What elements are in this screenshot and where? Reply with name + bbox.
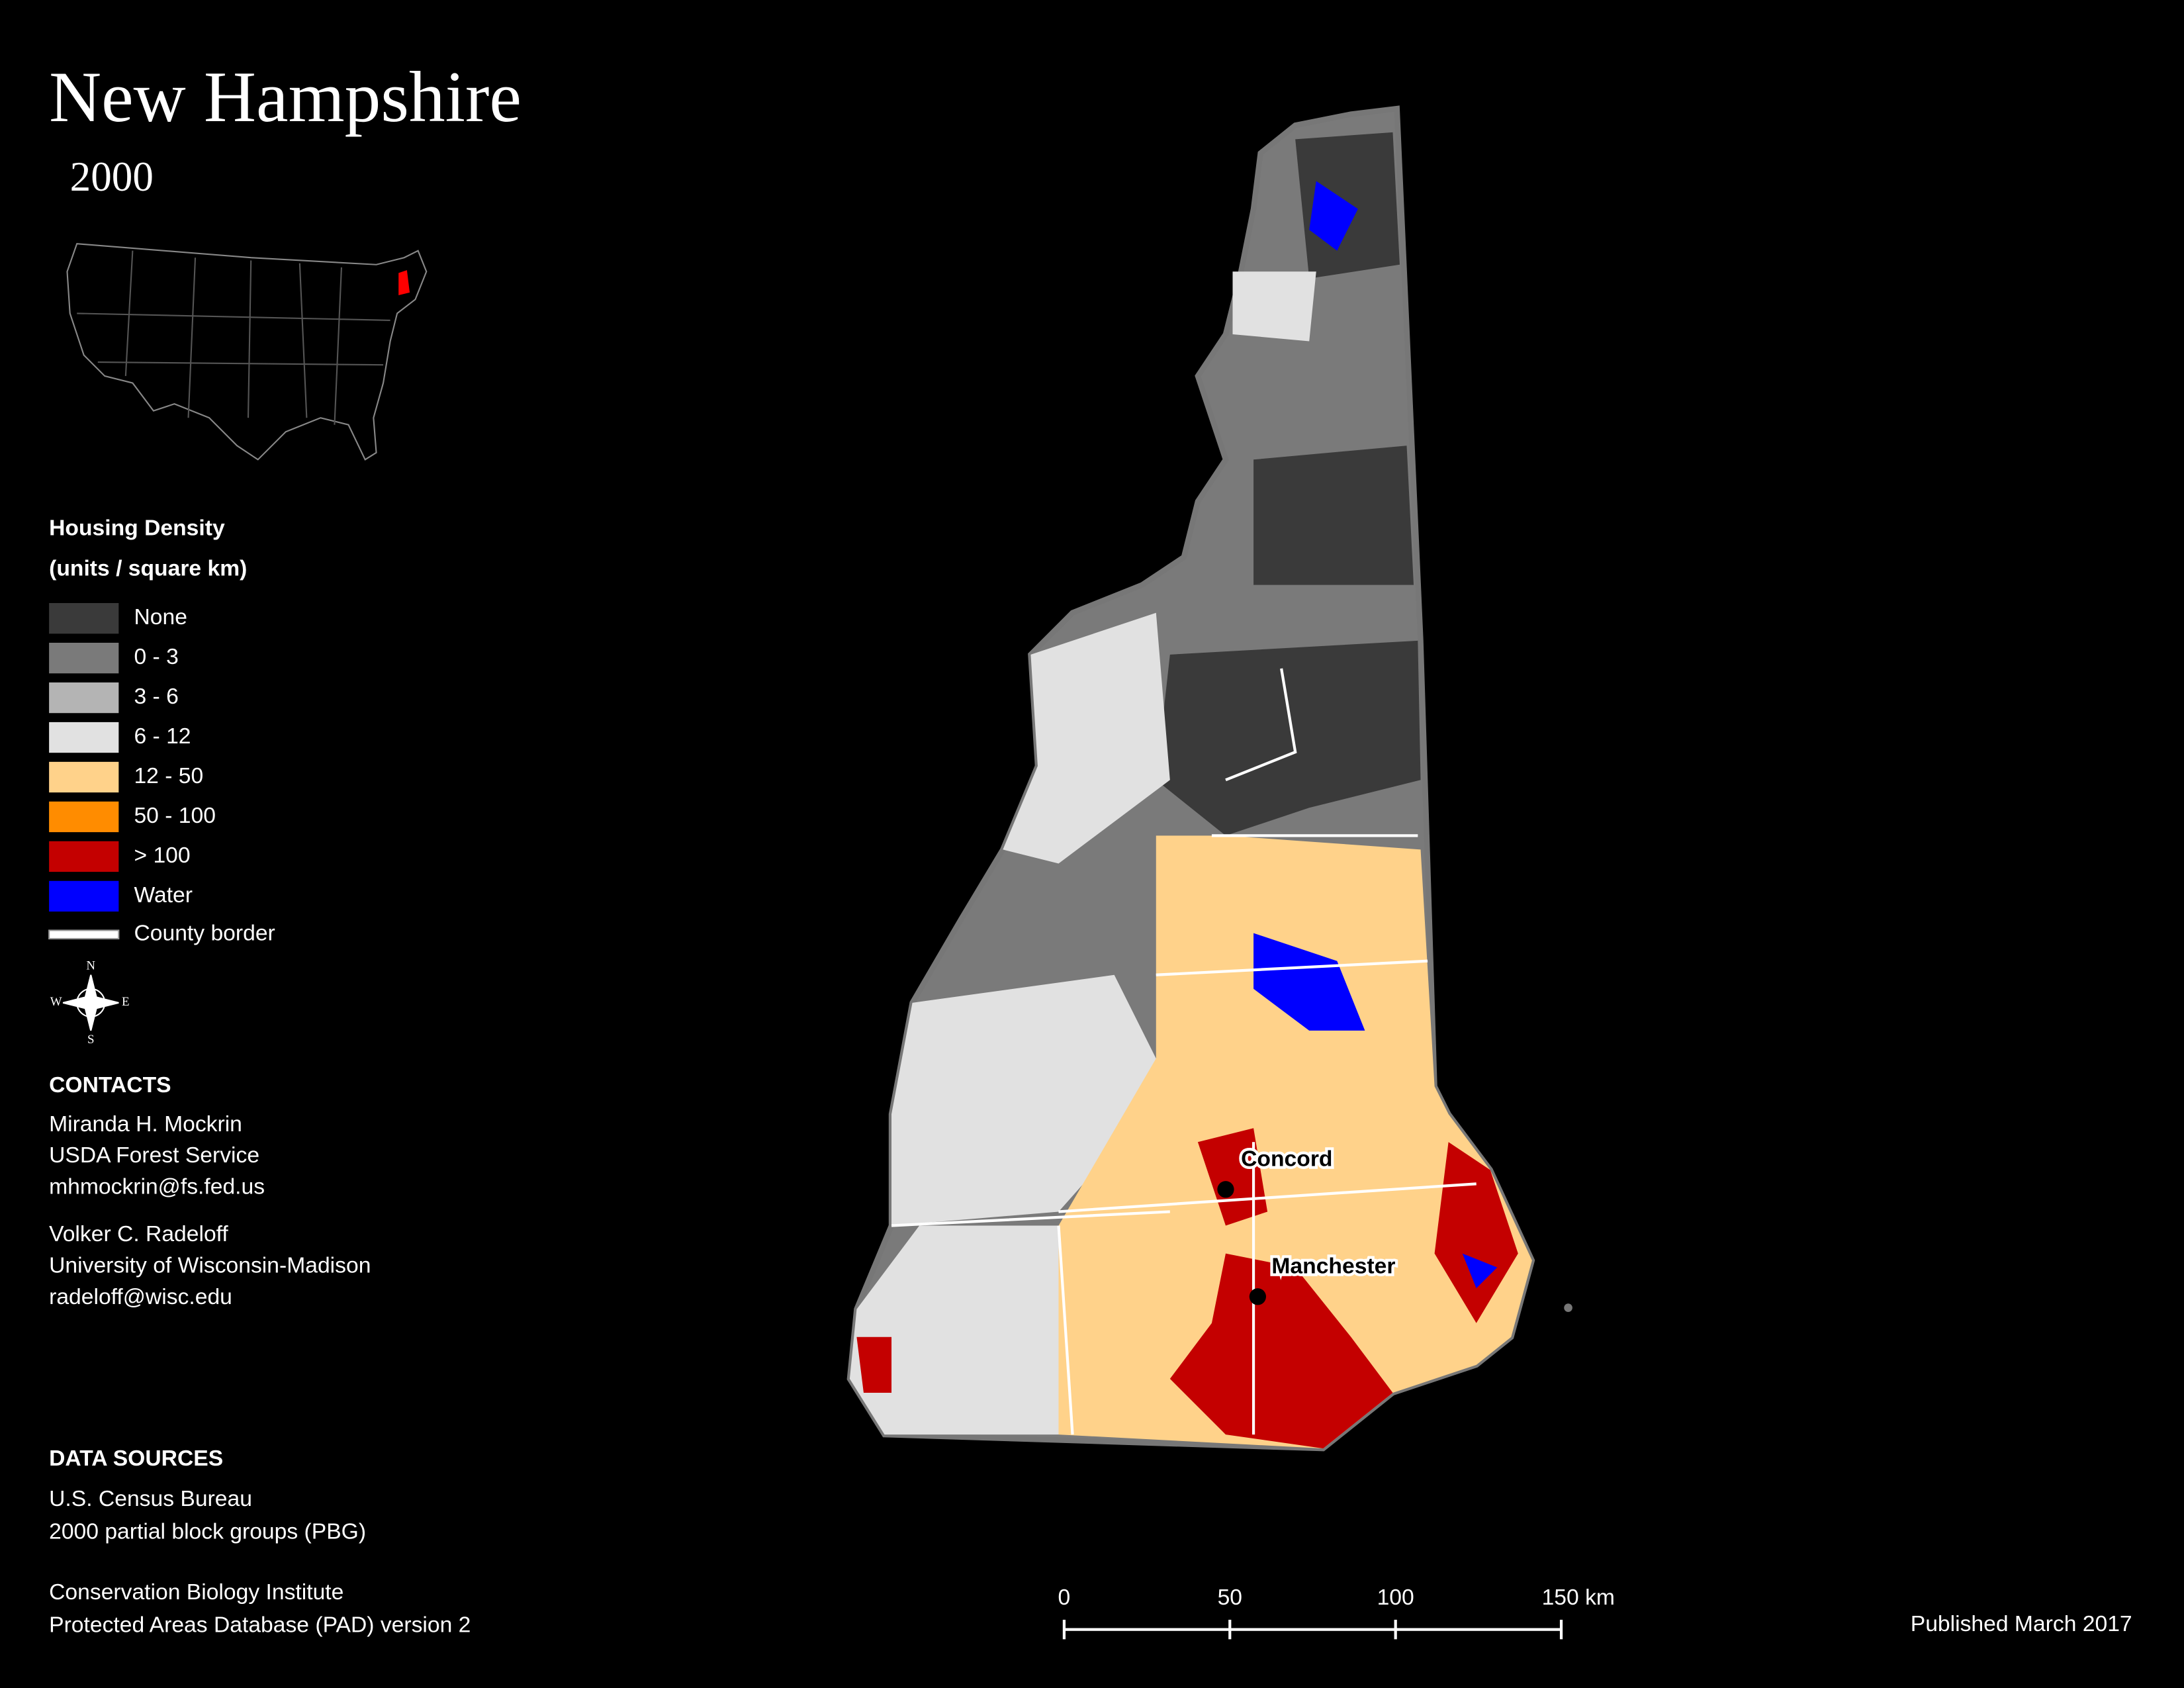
legend: None 0 - 3 3 - 6 6 - 12 12 - 50 50 - 100 > 100… [49,603,216,912]
legend-title: Housing Density [49,516,225,540]
scale-label: 150 km [1542,1585,1615,1610]
legend-swatch [49,642,119,674]
legend-label: County border [134,921,275,946]
compass-label: S [87,1033,95,1047]
data-sources: U.S. Census Bureau 2000 partial block gro… [49,1487,471,1637]
legend-label: 12 - 50 [134,764,203,788]
legend-label: None [134,605,187,630]
city-marker [1249,1288,1266,1305]
compass [62,974,119,1031]
scale-label: 100 [1377,1585,1414,1610]
scale-label: 0 [1058,1585,1071,1610]
contact-line: Miranda H. Mockrin [49,1112,242,1137]
scale-labels: 0 50 100 150 km [1058,1585,1615,1640]
contact-line: radeloff@wisc.edu [49,1285,232,1309]
city-label: Concord [1241,1147,1332,1171]
section-heading: DATA SOURCES [49,1446,223,1471]
legend-label: 50 - 100 [134,804,216,828]
legend-label: 3 - 6 [134,684,178,709]
legend-label: 0 - 3 [134,645,178,669]
source-line: U.S. Census Bureau [49,1487,252,1511]
legend-swatch [49,880,119,912]
legend-swatch [49,722,119,753]
contact-line: mhmockrin@fs.fed.us [49,1175,265,1199]
legend-swatch [49,801,119,833]
legend-swatch [49,841,119,872]
legend-label: 6 - 12 [134,724,191,749]
state-map [846,105,1572,1452]
compass-label: E [122,995,130,1009]
city-marker [1217,1181,1234,1198]
source-line: Protected Areas Database (PAD) version 2 [49,1613,471,1637]
contact-line: Volker C. Radeloff [49,1222,228,1246]
contact-line: USDA Forest Service [49,1143,259,1168]
legend-label: Water [134,883,193,908]
section-heading: CONTACTS [49,1073,171,1098]
source-line: Conservation Biology Institute [49,1580,343,1605]
compass-label: N [86,959,95,972]
city-label: Manchester [1271,1254,1395,1278]
scale-label: 50 [1218,1585,1242,1610]
source-line: 2000 partial block groups (PBG) [49,1519,366,1544]
legend-swatch [49,682,119,714]
contact-line: University of Wisconsin-Madison [49,1253,371,1278]
legend-label: > 100 [134,843,190,868]
published-date: Published March 2017 [1911,1612,2132,1636]
contacts: Miranda H. Mockrin USDA Forest Service mhm… [49,1112,371,1309]
map-title: New Hampshire [49,57,522,137]
legend-swatch [49,603,119,634]
compass-label: W [50,995,62,1009]
legend-subtitle: (units / square km) [49,556,247,581]
county-border-swatch [48,929,120,940]
legend-swatch [49,761,119,793]
map-year: 2000 [70,154,154,200]
us-inset [66,243,428,461]
